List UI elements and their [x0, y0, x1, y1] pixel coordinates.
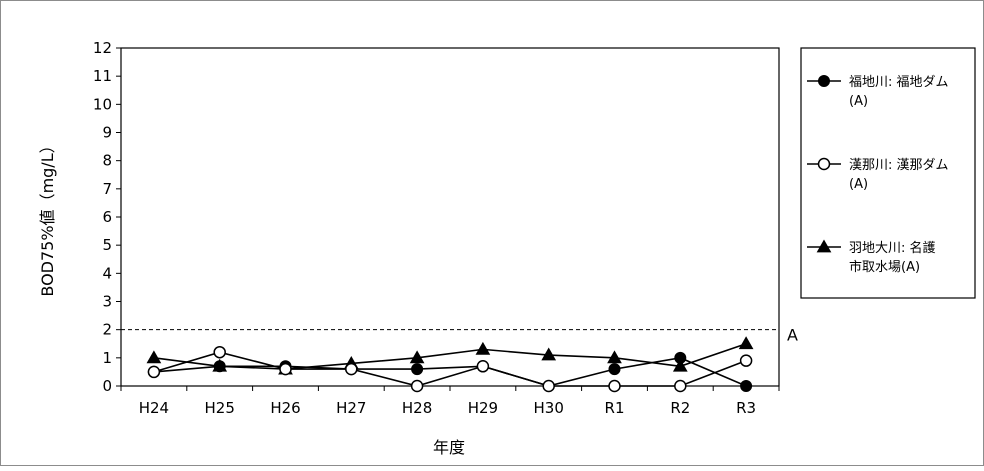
data-point-series-1 [608, 379, 621, 393]
x-axis-ticks: H24 H25 H26 H27 H28 H29 H30 R1 R2 R3 [120, 386, 780, 417]
data-point-series-1 [410, 379, 424, 393]
y-tick-label: 2 [102, 321, 112, 339]
data-point-series-2 [541, 347, 557, 361]
data-point-series-0 [213, 360, 226, 373]
legend-label-line2: (A) [849, 94, 868, 109]
legend-marker [816, 239, 832, 253]
y-tick-label: 1 [102, 349, 112, 367]
data-point-series-1 [345, 362, 358, 376]
legend-label: 福地川: 福地ダム [849, 75, 949, 90]
series-markers [146, 336, 754, 393]
x-tick-label: H28 [402, 399, 432, 417]
series-line-2 [153, 342, 747, 370]
series-lines [153, 342, 747, 387]
legend-marker [818, 75, 830, 87]
x-tick-label: R3 [736, 399, 756, 417]
y-tick-label: 5 [102, 236, 112, 254]
legend-marker [817, 157, 831, 171]
y-axis-title: BOD75%値（mg/L） [38, 137, 57, 296]
x-tick-label: H25 [205, 399, 235, 417]
reference-line: A [121, 326, 798, 345]
data-point-series-1 [476, 360, 490, 373]
data-point-series-2 [672, 358, 688, 372]
series-line-1 [153, 351, 747, 387]
x-axis-title: 年度 [433, 438, 465, 457]
data-point-series-1 [674, 379, 687, 393]
plot-border [120, 47, 780, 387]
y-tick-label: 8 [102, 152, 112, 170]
legend-label: 羽地大川: 名護 [849, 240, 936, 256]
data-point-series-1 [542, 379, 555, 393]
series-line-0 [153, 357, 747, 387]
plot-area [120, 47, 780, 387]
legend-label-line2: 市取水場(A) [849, 259, 920, 275]
reference-line-label: A [787, 326, 798, 345]
y-tick-label: 4 [102, 264, 112, 282]
x-tick-label: R2 [670, 399, 690, 417]
x-tick-label: H27 [336, 399, 366, 417]
data-point-series-2 [409, 350, 425, 364]
legend-box [800, 47, 976, 299]
data-point-series-1 [213, 345, 226, 359]
data-point-series-0 [740, 380, 753, 392]
x-tick-label: H29 [468, 399, 498, 417]
legend-label: 漢那川: 漢那ダム [849, 158, 949, 173]
data-point-series-1 [147, 365, 161, 379]
y-tick-label: 0 [102, 377, 112, 395]
y-tick-label: 7 [102, 180, 112, 198]
y-tick-label: 9 [102, 124, 112, 142]
data-point-series-2 [607, 350, 622, 364]
x-tick-label: H26 [270, 399, 300, 417]
data-point-series-1 [279, 362, 292, 376]
data-point-series-1 [739, 354, 753, 367]
data-point-series-0 [608, 363, 621, 376]
x-tick-label: H30 [534, 399, 564, 417]
y-tick-label: 11 [93, 67, 112, 85]
data-point-series-2 [146, 350, 162, 364]
y-tick-label: 12 [93, 39, 112, 57]
x-tick-label: R1 [605, 399, 625, 417]
y-tick-label: 6 [102, 208, 112, 226]
y-tick-label: 10 [93, 95, 112, 113]
data-point-series-2 [475, 341, 491, 355]
data-point-series-0 [411, 363, 424, 376]
data-point-series-0 [674, 351, 687, 364]
data-point-series-2 [738, 336, 754, 350]
legend-label-line2: (A) [849, 177, 868, 192]
y-tick-label: 3 [102, 293, 112, 311]
x-tick-label: H24 [139, 399, 169, 417]
